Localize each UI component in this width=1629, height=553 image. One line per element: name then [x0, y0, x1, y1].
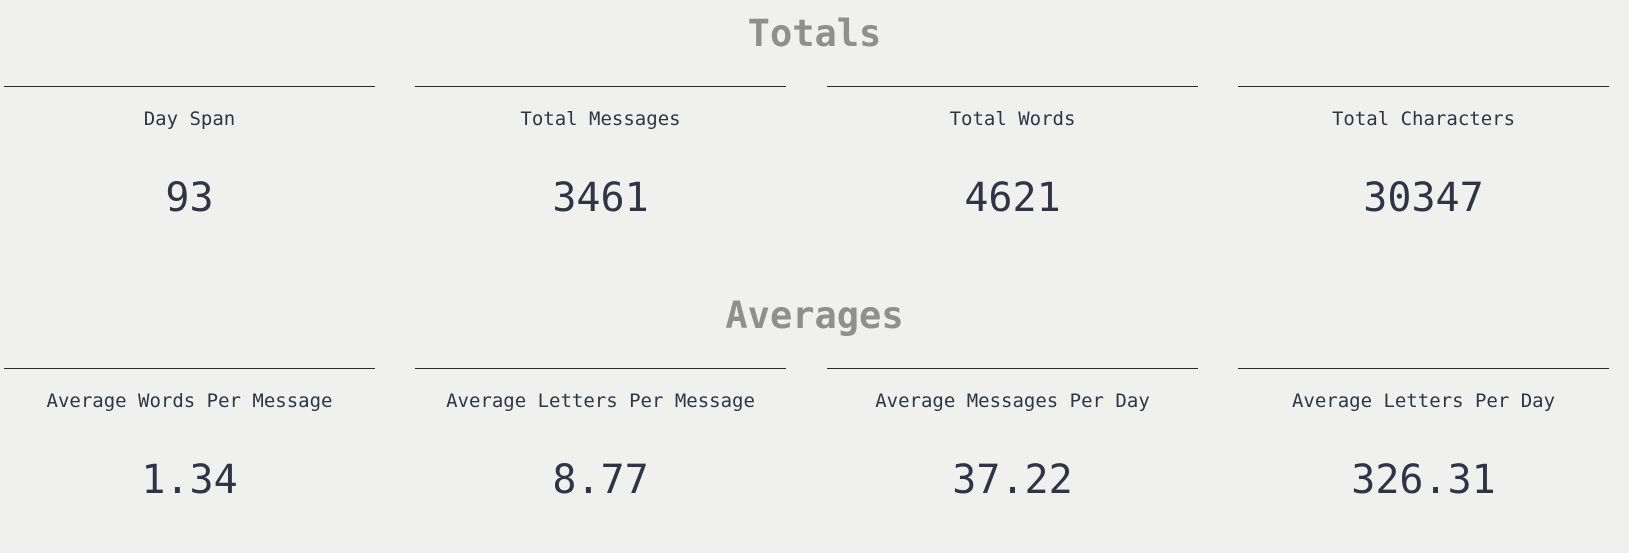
stat-card-avg-words-per-message: Average Words Per Message 1.34: [4, 368, 375, 518]
stat-value: 3461: [552, 175, 649, 221]
stat-label: Total Characters: [1331, 108, 1516, 130]
divider: [827, 368, 1198, 369]
stat-label: Average Letters Per Day: [1291, 390, 1556, 412]
divider: [1238, 368, 1609, 369]
stat-card-total-words: Total Words 4621: [827, 86, 1198, 236]
stat-value: 1.34: [141, 457, 238, 503]
stat-label: Average Messages Per Day: [875, 390, 1150, 412]
totals-title: Totals: [747, 12, 882, 55]
stat-card-avg-letters-per-day: Average Letters Per Day 326.31: [1238, 368, 1609, 518]
stat-label: Average Letters Per Message: [446, 390, 755, 412]
stat-card-total-characters: Total Characters 30347: [1238, 86, 1609, 236]
stat-card-total-messages: Total Messages 3461: [415, 86, 786, 236]
stat-label: Average Words Per Message: [46, 390, 333, 412]
stat-label: Total Messages: [520, 108, 681, 130]
stat-value: 4621: [964, 175, 1061, 221]
stat-value: 93: [165, 175, 214, 221]
stat-value: 8.77: [552, 457, 649, 503]
stat-value: 326.31: [1351, 457, 1496, 503]
averages-title: Averages: [725, 294, 904, 337]
stat-label: Day Span: [143, 108, 236, 130]
divider: [1238, 86, 1609, 87]
divider: [4, 86, 375, 87]
divider: [415, 368, 786, 369]
divider: [415, 86, 786, 87]
divider: [827, 86, 1198, 87]
stat-card-avg-letters-per-message: Average Letters Per Message 8.77: [415, 368, 786, 518]
stat-value: 30347: [1363, 175, 1484, 221]
divider: [4, 368, 375, 369]
stat-label: Total Words: [949, 108, 1076, 130]
stat-card-avg-messages-per-day: Average Messages Per Day 37.22: [827, 368, 1198, 518]
stat-card-day-span: Day Span 93: [4, 86, 375, 236]
stat-value: 37.22: [952, 457, 1073, 503]
